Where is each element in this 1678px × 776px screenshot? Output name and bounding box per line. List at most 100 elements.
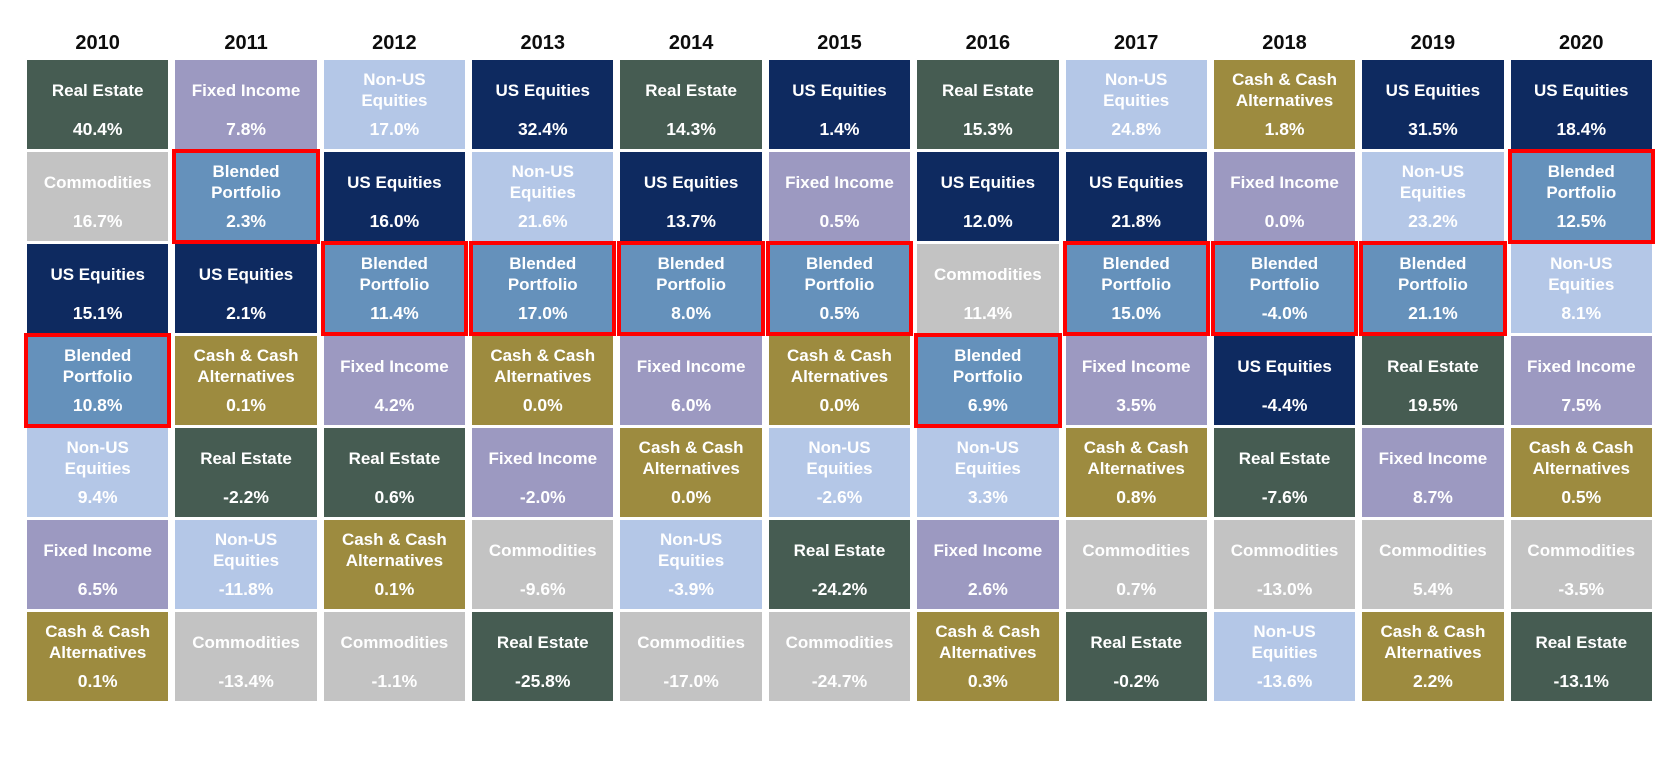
asset-name: Blended Portfolio (211, 162, 281, 202)
asset-return-value: 6.5% (77, 579, 118, 599)
asset-return-value: 2.2% (1412, 671, 1453, 691)
asset-name: Real Estate (942, 80, 1034, 100)
asset-cell: Blended Portfolio 8.0% (617, 241, 765, 336)
asset-name: US Equities (198, 264, 294, 284)
asset-name: Blended Portfolio (1397, 254, 1468, 294)
asset-cell: Non-US Equities 24.8% (1065, 60, 1207, 149)
asset-return-value: -1.1% (371, 671, 418, 691)
asset-name: Real Estate (200, 448, 292, 468)
asset-cell: Commodities 5.4% (1362, 520, 1504, 609)
asset-return-value: -24.7% (811, 671, 868, 691)
asset-cell: Non-US Equities -13.6% (1213, 612, 1356, 701)
year-header: 2016 (965, 32, 1011, 54)
asset-name: Commodities (1082, 540, 1191, 560)
asset-return-value: 11.4% (963, 303, 1013, 323)
asset-name: Blended Portfolio (507, 254, 578, 294)
asset-return-value: 0.0% (1264, 211, 1305, 231)
asset-name: US Equities (643, 172, 739, 192)
asset-name: Blended Portfolio (62, 346, 133, 386)
asset-return-value: -3.5% (1558, 579, 1605, 599)
asset-cell: US Equities 13.7% (620, 152, 762, 241)
asset-name: Real Estate (645, 80, 737, 100)
asset-cell: Blended Portfolio 10.8% (23, 333, 172, 428)
asset-cell: Real Estate 0.6% (323, 428, 466, 517)
asset-cell: Blended Portfolio 17.0% (469, 241, 617, 336)
asset-name: Cash & Cash Alternatives (1528, 438, 1634, 478)
asset-return-value: 12.5% (1556, 211, 1607, 231)
asset-return-value: 1.8% (1264, 119, 1305, 139)
asset-return-value: -25.8% (515, 671, 571, 691)
asset-name: Commodities (192, 632, 300, 652)
asset-name: Real Estate (1238, 448, 1331, 468)
asset-name: Cash & Cash Alternatives (935, 622, 1041, 662)
asset-name: Commodities (933, 264, 1042, 284)
asset-cell: Cash & Cash Alternatives 0.3% (917, 612, 1059, 701)
asset-cell: Fixed Income 7.8% (175, 60, 317, 149)
asset-name: Commodities (1527, 540, 1636, 560)
asset-name: Non-US Equities (361, 70, 428, 110)
asset-return-value: -2.0% (519, 487, 566, 507)
asset-name: Non-US Equities (509, 162, 576, 202)
year-column-2019: 2019 US Equities 31.5% Non-US Equities 23.2%… (1359, 30, 1507, 704)
asset-return-value: 17.0% (517, 303, 568, 323)
asset-return-value: 17.0% (369, 119, 420, 139)
asset-cell: Fixed Income 2.6% (917, 520, 1059, 609)
asset-cell: Cash & Cash Alternatives 0.8% (1065, 428, 1207, 517)
asset-return-value: 0.5% (819, 303, 860, 323)
year-header: 2011 (224, 32, 268, 54)
asset-cell: US Equities 21.8% (1065, 152, 1207, 241)
asset-name: Blended Portfolio (804, 254, 875, 294)
asset-return-value: 16.7% (72, 211, 123, 231)
asset-return-value: -2.6% (816, 487, 863, 507)
asset-cell: Fixed Income 8.7% (1362, 428, 1504, 517)
year-column-2020: 2020 US Equities 18.4% Blended Portfolio 12.… (1507, 30, 1655, 704)
asset-return-value: 5.4% (1412, 579, 1453, 599)
asset-cell: Commodities -3.5% (1510, 520, 1652, 609)
asset-name: Fixed Income (1081, 356, 1191, 376)
asset-cell: US Equities 16.0% (323, 152, 466, 241)
asset-return-value: 8.7% (1412, 487, 1453, 507)
asset-name: Real Estate (51, 80, 144, 100)
asset-name: Blended Portfolio (1249, 254, 1320, 294)
asset-name: Non-US Equities (1251, 622, 1318, 662)
asset-cell: Cash & Cash Alternatives 0.1% (175, 336, 317, 425)
asset-return-value: 2.6% (967, 579, 1008, 599)
asset-cell: Blended Portfolio 11.4% (320, 241, 469, 336)
asset-return-value: 2.3% (226, 211, 266, 231)
asset-cell: Commodities 11.4% (917, 244, 1059, 333)
asset-return-value: 7.8% (226, 119, 266, 139)
asset-name: Commodities (1230, 540, 1339, 560)
asset-return-value: 0.8% (1116, 487, 1157, 507)
year-column-2013: 2013 US Equities 32.4% Non-US Equities 21.6%… (469, 30, 617, 704)
asset-return-value: -4.4% (1261, 395, 1308, 415)
asset-cell: US Equities 1.4% (768, 60, 911, 149)
asset-cell: Non-US Equities -11.8% (175, 520, 317, 609)
asset-cell: Fixed Income 4.2% (323, 336, 466, 425)
asset-return-value: 18.4% (1556, 119, 1607, 139)
asset-return-value: 7.5% (1561, 395, 1602, 415)
asset-return-value: 0.0% (819, 395, 860, 415)
year-column-2016: 2016 Real Estate 15.3% US Equities 12.0% Comm… (914, 30, 1062, 704)
asset-name: Real Estate (348, 448, 441, 468)
asset-name: Fixed Income (488, 448, 598, 468)
asset-cell: Blended Portfolio 15.0% (1062, 241, 1210, 336)
asset-return-value: 0.3% (967, 671, 1008, 691)
asset-cell: Commodities -13.0% (1213, 520, 1356, 609)
asset-cell: Fixed Income 3.5% (1065, 336, 1207, 425)
asset-name: Real Estate (1387, 356, 1479, 376)
asset-cell: Real Estate -25.8% (472, 612, 614, 701)
asset-return-value: 0.0% (671, 487, 712, 507)
asset-name: Fixed Income (1378, 448, 1488, 468)
asset-cell: US Equities 12.0% (917, 152, 1059, 241)
year-column-2015: 2015 US Equities 1.4% Fixed Income 0.5% Blend… (765, 30, 914, 704)
year-header: 2015 (817, 32, 862, 54)
asset-name: Commodities (1379, 540, 1487, 560)
asset-cell: Real Estate -7.6% (1213, 428, 1356, 517)
year-column-2010: 2010 Real Estate 40.4% Commodities 16.7% US E… (23, 30, 172, 704)
asset-cell: Fixed Income 7.5% (1510, 336, 1652, 425)
asset-name: Non-US Equities (1399, 162, 1466, 202)
year-column-2017: 2017 Non-US Equities 24.8% US Equities 21.8%… (1062, 30, 1210, 704)
asset-cell: Commodities -1.1% (323, 612, 466, 701)
asset-return-value: 0.5% (1561, 487, 1602, 507)
